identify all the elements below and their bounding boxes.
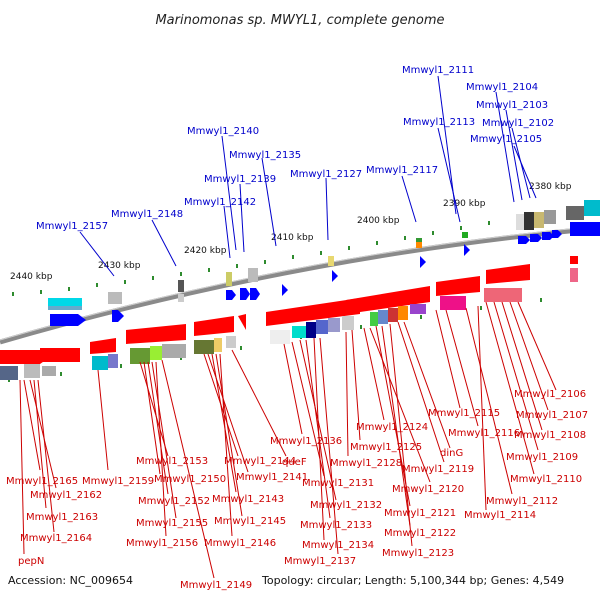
forward-gene-label: Mmwyl1_2157 [36, 221, 108, 232]
reverse-gene-label: Mmwyl1_2159 [82, 476, 154, 487]
forward-gene-label: Mmwyl1_2140 [187, 126, 259, 137]
kbp-tick-label: 2410 kbp [271, 233, 314, 243]
reverse-gene-label: Mmwyl1_2163 [26, 512, 98, 523]
forward-leaders [79, 75, 537, 277]
reverse-gene-label: Mmwyl1_2110 [510, 474, 582, 485]
reverse-gene-label: Mmwyl1_2153 [136, 456, 208, 467]
reverse-gene-label: Mmwyl1_2124 [356, 422, 428, 433]
forward-gene-label: Mmwyl1_2113 [403, 117, 475, 128]
reverse-gene-label: Mmwyl1_2146 [204, 538, 276, 549]
forward-gene-label: Mmwyl1_2104 [466, 82, 538, 93]
kbp-tick-label: 2440 kbp [10, 272, 53, 282]
reverse-gene-label: Mmwyl1_2122 [384, 528, 456, 539]
genome-summary-text: Topology: circular; Length: 5,100,344 bp… [262, 574, 565, 587]
reverse-gene-label: Mmwyl1_2136 [270, 436, 342, 447]
reverse-gene-label: Mmwyl1_2107 [516, 410, 588, 421]
reverse-gene-label: Mmwyl1_2156 [126, 538, 198, 549]
reverse-gene-label: Mmwyl1_2162 [30, 490, 102, 501]
forward-gene-label: Mmwyl1_2139 [204, 174, 276, 185]
kbp-tick-label: 2400 kbp [357, 216, 400, 226]
tick-marks [8, 211, 546, 382]
map-title: Marinomonas sp. MWYL1, complete genome [155, 13, 444, 28]
forward-gene-label: Mmwyl1_2105 [470, 134, 542, 145]
kbp-tick-label: 2430 kbp [98, 261, 141, 271]
reverse-gene-label: Mmwyl1_2109 [506, 452, 578, 463]
reverse-gene-label: Mmwyl1_2132 [310, 500, 382, 511]
reverse-gene-label: Mmwyl1_2114 [464, 510, 536, 521]
forward-gene-label: Mmwyl1_2111 [402, 65, 474, 76]
forward-gene-label: Mmwyl1_2148 [111, 209, 183, 220]
forward-gene-track [48, 200, 600, 326]
reverse-gene-label: Mmwyl1_2149 [180, 580, 252, 591]
forward-gene-label: Mmwyl1_2117 [366, 165, 438, 176]
kbp-tick-label: 2390 kbp [443, 199, 486, 209]
reverse-gene-label: Mmwyl1_2164 [20, 533, 92, 544]
reverse-gene-label: Mmwyl1_2116 [448, 428, 520, 439]
reverse-gene-label: Mmwyl1_2112 [486, 496, 558, 507]
reverse-gene-label: Mmwyl1_2120 [392, 484, 464, 495]
reverse-gene-label: Mmwyl1_2145 [214, 516, 286, 527]
forward-gene-label: Mmwyl1_2103 [476, 100, 548, 111]
reverse-gene-label: Mmwyl1_2106 [514, 389, 586, 400]
forward-gene-label: Mmwyl1_2127 [290, 169, 362, 180]
reverse-gene-label: Mmwyl1_2108 [514, 430, 586, 441]
reverse-gene-label: Mmwyl1_2141 [236, 472, 308, 483]
accession-text: Accession: NC_009654 [8, 574, 134, 587]
reverse-gene-label: Mmwyl1_2131 [302, 478, 374, 489]
reverse-gene-label: Mmwyl1_2152 [138, 496, 210, 507]
reverse-gene-label: dinG [440, 448, 463, 459]
reverse-gene-label: Mmwyl1_2128 [330, 458, 402, 469]
reverse-gene-label: Mmwyl1_2143 [212, 494, 284, 505]
reverse-gene-label: Mmwyl1_2123 [382, 548, 454, 559]
reverse-gene-label: Mmwyl1_2155 [136, 518, 208, 529]
reverse-gene-label: Mmwyl1_2133 [300, 520, 372, 531]
reverse-leaders [19, 301, 557, 579]
reverse-gene-label: Mmwyl1_2134 [302, 540, 374, 551]
reverse-gene-label: pepN [18, 556, 44, 567]
reverse-gene-label: Mmwyl1_2125 [350, 442, 422, 453]
reverse-gene-label: Mmwyl1_2144 [224, 456, 296, 467]
reverse-gene-label: Mmwyl1_2165 [6, 476, 78, 487]
reverse-gene-label: Mmwyl1_2115 [428, 408, 500, 419]
forward-gene-label: Mmwyl1_2102 [482, 118, 554, 129]
forward-gene-label: Mmwyl1_2142 [184, 197, 256, 208]
forward-gene-label: Mmwyl1_2135 [229, 150, 301, 161]
reverse-gene-track [0, 264, 530, 380]
genome-backbone-highlight [0, 225, 600, 341]
reverse-gene-label: Mmwyl1_2121 [384, 508, 456, 519]
reverse-gene-label: Mmwyl1_2150 [154, 474, 226, 485]
kbp-tick-label: 2380 kbp [529, 182, 572, 192]
reverse-gene-label: Mmwyl1_2137 [284, 556, 356, 567]
reverse-gene-label: Mmwyl1_2119 [402, 464, 474, 475]
kbp-tick-label: 2420 kbp [184, 246, 227, 256]
reverse-gene-label: queF [282, 457, 307, 468]
